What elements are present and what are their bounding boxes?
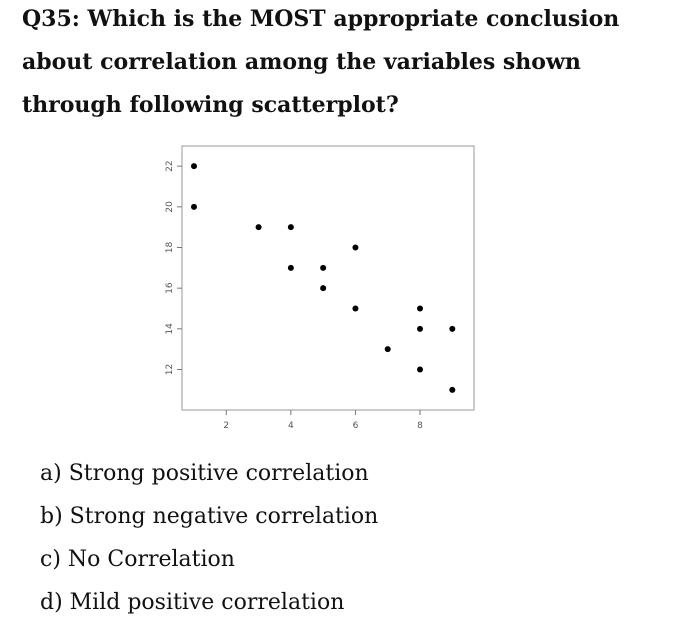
x-axis: 2 4 6 8 bbox=[223, 410, 423, 431]
y-axis: 12 14 16 18 20 22 bbox=[165, 160, 182, 375]
data-point bbox=[287, 264, 294, 271]
data-point bbox=[449, 386, 456, 393]
x-tick-label: 6 bbox=[353, 421, 359, 431]
data-point bbox=[191, 203, 197, 210]
x-tick-label: 2 bbox=[223, 421, 229, 431]
scatterplot-canvas: 2 4 6 8 12 14 16 18 20 22 bbox=[165, 145, 475, 431]
data-point bbox=[352, 244, 359, 251]
data-point bbox=[384, 346, 391, 353]
answer-options: a) Strong positive correlation b) Strong… bbox=[40, 452, 378, 624]
data-point bbox=[320, 264, 327, 271]
y-tick-label: 12 bbox=[165, 364, 175, 375]
data-point bbox=[287, 224, 294, 231]
data-point bbox=[191, 163, 197, 170]
data-point bbox=[449, 325, 456, 332]
question-line: Q35: Which is the MOST appropriate concl… bbox=[22, 6, 620, 32]
data-point bbox=[255, 224, 262, 231]
y-tick-label: 20 bbox=[165, 201, 175, 213]
option-b[interactable]: b) Strong negative correlation bbox=[40, 504, 379, 529]
y-tick-label: 14 bbox=[165, 323, 175, 335]
option-d[interactable]: d) Mild positive correlation bbox=[40, 590, 345, 615]
question-line: about correlation among the variables sh… bbox=[22, 49, 581, 75]
data-points bbox=[191, 163, 456, 393]
scatterplot: 2 4 6 8 12 14 16 18 20 22 bbox=[160, 140, 490, 440]
data-point bbox=[320, 285, 327, 292]
plot-frame bbox=[181, 145, 475, 411]
data-point bbox=[352, 305, 359, 312]
option-c[interactable]: c) No Correlation bbox=[40, 547, 235, 572]
data-point bbox=[417, 325, 424, 332]
y-tick-label: 22 bbox=[165, 160, 175, 171]
x-tick-label: 8 bbox=[417, 421, 423, 431]
data-point bbox=[417, 305, 424, 312]
x-tick-label: 4 bbox=[288, 421, 294, 431]
question-text: Q35: Which is the MOST appropriate concl… bbox=[22, 0, 682, 127]
y-tick-label: 16 bbox=[165, 282, 175, 294]
data-point bbox=[417, 366, 424, 373]
y-tick-label: 18 bbox=[165, 242, 175, 254]
question-line: through following scatterplot? bbox=[22, 92, 399, 118]
option-a[interactable]: a) Strong positive correlation bbox=[40, 461, 369, 486]
